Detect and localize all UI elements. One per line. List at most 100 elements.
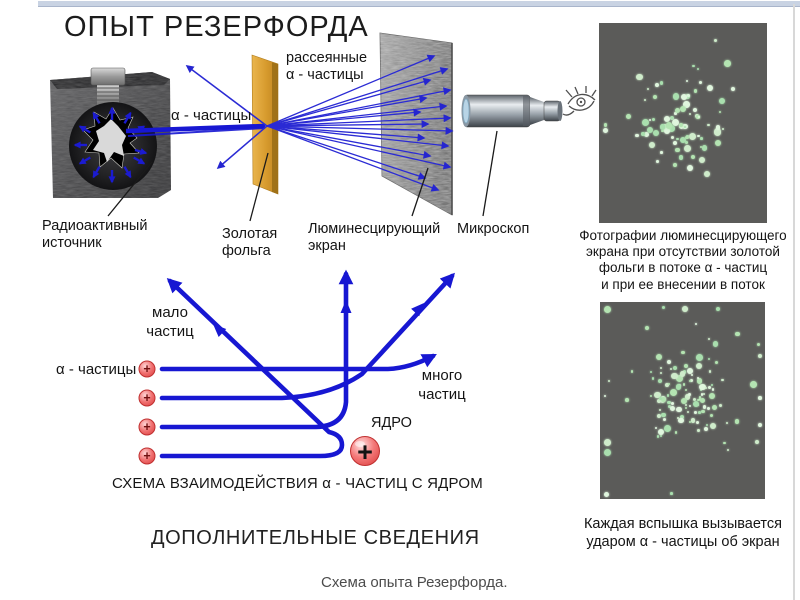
scintillation-dot <box>607 379 610 382</box>
scintillation-dot <box>662 124 669 131</box>
scheme-alpha-label: α - частицы <box>56 361 137 378</box>
scintillation-dot <box>671 136 675 140</box>
additional-info-title: ДОПОЛНИТЕЛЬНЫЕ СВЕДЕНИЯ <box>151 527 480 549</box>
scintillation-dot <box>657 379 662 384</box>
scintillation-dot <box>656 435 660 438</box>
scintillation-dot <box>675 375 683 383</box>
scintillation-dot <box>735 331 740 336</box>
scintillation-dot <box>683 145 691 153</box>
scintillation-dot <box>712 404 718 410</box>
scintillation-dot <box>726 449 729 452</box>
scintillation-dot <box>675 147 680 153</box>
nucleus: + <box>350 436 380 467</box>
scintillation-dot <box>669 367 673 370</box>
scintillation-dot <box>696 362 703 369</box>
scintillation-dot <box>656 160 659 163</box>
scattered-rays <box>185 54 454 192</box>
scintillation-dot <box>652 94 657 99</box>
scintillation-dot <box>681 351 685 355</box>
scintillation-dot <box>686 165 693 172</box>
microscope-illustration <box>461 94 563 128</box>
svg-text:+: + <box>143 391 150 405</box>
beam-label: α - частицы <box>171 107 252 124</box>
scintillation-dot <box>648 118 651 121</box>
scintillation-dot <box>688 113 691 116</box>
interaction-scheme: + + + + + <box>138 269 455 467</box>
scintillation-dot <box>665 122 673 129</box>
scintillation-dot <box>644 326 649 331</box>
photos-caption: Фотографии люминесцирующего экрана при о… <box>579 228 787 292</box>
scintillation-dot <box>714 361 718 365</box>
scintillation-dot <box>725 421 729 425</box>
scintillation-dot <box>671 401 674 405</box>
scintillation-dot <box>680 137 686 143</box>
scintillation-dot <box>661 306 665 309</box>
scintillation-dot <box>666 393 670 397</box>
scintillation-dot <box>706 406 711 411</box>
scintillation-dot <box>698 411 701 414</box>
radioactive-source-illustration <box>50 67 171 198</box>
scintillation-dot <box>679 105 687 113</box>
scintillation-dot <box>661 412 666 417</box>
scintillation-dot <box>687 393 691 396</box>
scintillation-dot <box>696 376 700 379</box>
svg-text:+: + <box>143 449 150 463</box>
scintillation-dot <box>703 405 707 409</box>
scintillation-dot <box>690 374 693 377</box>
scintillation-dot <box>677 417 680 419</box>
scintillation-dot <box>721 378 724 381</box>
scintillation-dot <box>711 388 715 391</box>
scintillation-dot <box>698 383 706 391</box>
scintillation-dot <box>709 393 716 400</box>
scintillation-dot <box>704 386 708 390</box>
trajectory-slight-deflection <box>159 353 437 372</box>
scintillation-dot <box>673 366 678 371</box>
scintillation-dot <box>676 137 679 141</box>
scattered-particles-label: рассеянные α - частицы <box>286 50 368 83</box>
scintillation-dot <box>662 418 666 422</box>
photo-no-foil <box>599 23 767 223</box>
scintillation-dot <box>657 414 662 419</box>
scintillation-dot <box>667 382 671 385</box>
scintillation-dot <box>674 431 678 434</box>
scintillation-dot <box>651 117 655 121</box>
backscatter-ray-up <box>185 65 268 127</box>
scintillation-dot <box>705 424 709 427</box>
scintillation-dot <box>680 397 688 405</box>
scintillation-dot <box>653 129 660 136</box>
screen-label: Люминесцирующий экран <box>308 221 441 254</box>
scintillation-dot <box>715 125 721 130</box>
scheme-caption: СХЕМА ВЗАИМОДЕЙСТВИЯ α - ЧАСТИЦ С ЯДРОМ <box>112 475 483 492</box>
slide-footer: Схема опыта Резерфорда. <box>321 574 508 591</box>
flash-caption: Каждая вспышка вызывается ударом α - час… <box>583 516 783 550</box>
scintillation-dot <box>696 134 700 138</box>
scintillation-dot <box>670 492 673 495</box>
scintillation-dot <box>698 397 702 401</box>
scintillation-dot <box>659 123 666 130</box>
scintillation-dot <box>691 64 695 68</box>
scintillation-dot <box>674 112 677 115</box>
scintillation-dot <box>734 419 740 424</box>
scintillation-dot <box>714 38 718 42</box>
scintillation-dot <box>641 132 645 136</box>
scintillation-dot <box>672 140 677 145</box>
scintillation-dot <box>710 423 717 430</box>
scintillation-dot <box>724 60 731 67</box>
scintillation-dot <box>689 405 692 408</box>
scintillation-dot <box>712 341 719 347</box>
scintillation-dot <box>684 393 691 400</box>
scintillation-dot <box>670 388 678 397</box>
photo-with-foil <box>600 302 765 499</box>
svg-text:+: + <box>357 437 373 467</box>
scintillation-dot <box>604 306 612 314</box>
scintillation-dot <box>694 410 697 414</box>
scintillation-dot <box>707 338 710 341</box>
scintillation-dot <box>660 366 663 369</box>
eye-icon <box>562 86 597 116</box>
scintillation-dot <box>667 400 671 405</box>
scintillation-dot <box>691 154 695 159</box>
scintillation-dot <box>721 127 724 130</box>
right-edge-line <box>793 4 795 600</box>
scintillation-dot <box>656 399 661 404</box>
